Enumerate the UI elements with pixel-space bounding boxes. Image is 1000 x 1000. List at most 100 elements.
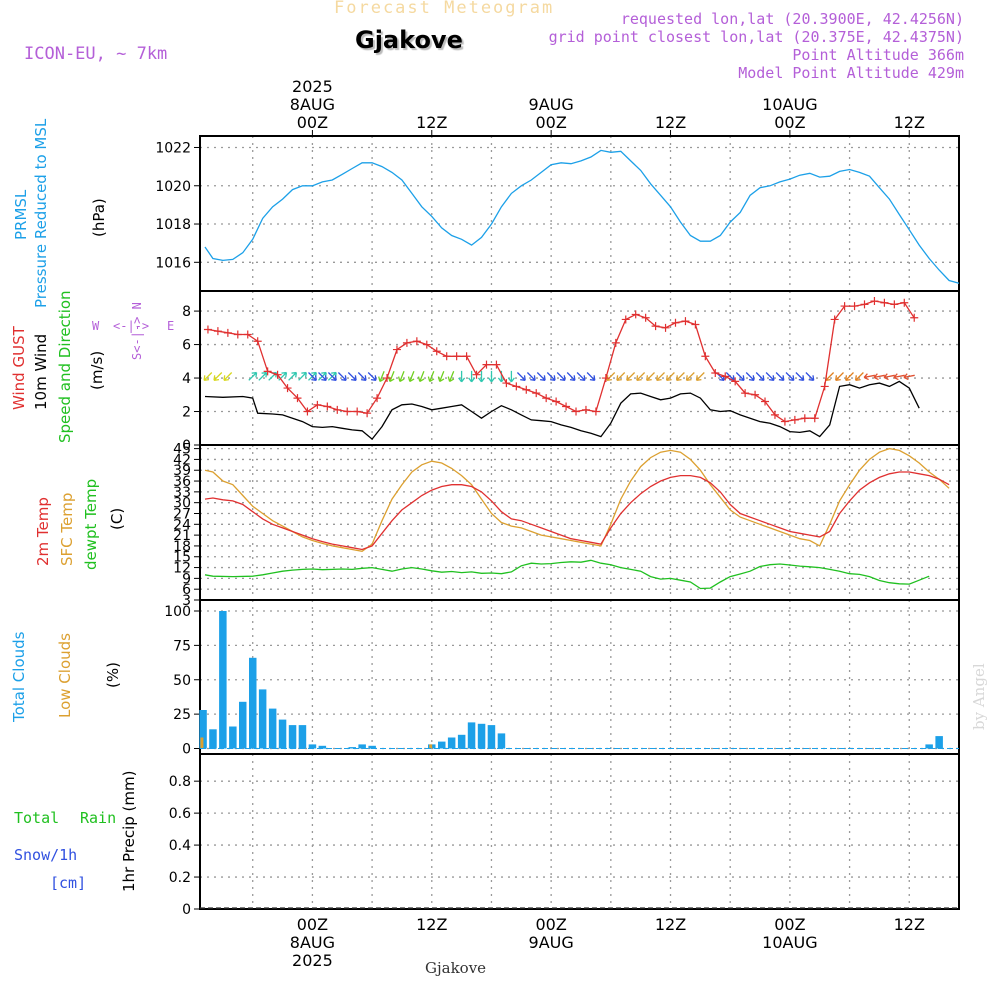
gust-point xyxy=(860,300,869,309)
model-altitude: Model Point Altitude 429m xyxy=(738,64,964,82)
wind-arrow xyxy=(646,372,655,381)
ytick-label: 30 xyxy=(173,496,191,512)
total-cloud-bar xyxy=(278,719,287,749)
gust-point xyxy=(810,414,819,423)
ytick-label: 0 xyxy=(182,742,191,758)
bottom-time-label: 12Z xyxy=(416,915,447,934)
total-cloud-bar xyxy=(249,657,257,749)
wind-arrow xyxy=(695,372,705,381)
wind-arrow xyxy=(458,370,466,383)
ytick-label: 0.6 xyxy=(169,806,191,822)
gust-point xyxy=(293,394,302,403)
bottom-time-label: 00Z xyxy=(535,915,566,934)
series-dewpt xyxy=(204,559,930,590)
wind-arrow xyxy=(367,372,377,381)
gust-point xyxy=(800,414,809,423)
gust-point xyxy=(651,322,660,331)
ytick-label: 27 xyxy=(173,506,191,522)
wind-arrow xyxy=(785,372,795,381)
wind-arrow xyxy=(556,372,566,381)
bottom-time-label: 00Z xyxy=(297,915,328,934)
total-cloud-bar xyxy=(497,733,506,749)
gust-point xyxy=(253,337,262,346)
top-time-label: 12Z xyxy=(894,113,925,132)
ytick-label: 9 xyxy=(182,571,191,587)
wind-arrow xyxy=(223,372,233,381)
ytick-label: 36 xyxy=(173,474,191,490)
wind-arrow xyxy=(626,372,636,381)
top-time-label: 00Z xyxy=(297,113,328,132)
top-time-label: 8AUG xyxy=(290,95,335,114)
gust-point xyxy=(452,352,461,361)
wind-arrow xyxy=(308,372,317,381)
gust-point xyxy=(910,313,919,322)
gust-point xyxy=(402,338,411,347)
wind-arrow xyxy=(487,370,496,383)
ytick-label: 0.2 xyxy=(169,870,191,886)
ytick-label: 6 xyxy=(182,338,191,354)
gust-point xyxy=(820,382,829,391)
bottom-time-label: 00Z xyxy=(774,915,805,934)
gust-point xyxy=(542,394,551,403)
gust-point xyxy=(303,407,312,416)
gust-point xyxy=(532,389,541,398)
gust-point xyxy=(442,352,451,361)
gust-point xyxy=(392,345,401,354)
ytick-label: 12 xyxy=(173,561,191,577)
gust-point xyxy=(830,315,839,324)
gust-point xyxy=(263,367,272,376)
panel-precip: 0 0.2 0.4 0.6 0.8 xyxy=(169,753,960,918)
wind-arrow xyxy=(347,372,357,381)
wind-arrow xyxy=(318,372,327,381)
total-cloud-bar xyxy=(368,745,376,749)
ytick-label: 45 xyxy=(173,442,191,458)
total-cloud-bar xyxy=(457,734,466,749)
top-time-label: 12Z xyxy=(416,113,447,132)
gust-point xyxy=(581,405,590,414)
wind-arrow xyxy=(337,372,347,381)
total-cloud-bar xyxy=(935,736,943,749)
compass-arrow-label: <-|-> xyxy=(113,319,150,333)
wind-arrow xyxy=(586,372,596,381)
gust-point xyxy=(243,330,252,339)
wind-arrow xyxy=(775,372,785,381)
gust-point xyxy=(711,369,720,378)
top-time-label: 12Z xyxy=(655,113,686,132)
series-2m-temp xyxy=(204,471,950,551)
gust-point xyxy=(343,407,352,416)
wind-arrow xyxy=(516,372,526,381)
wind-arrow xyxy=(576,372,586,381)
gust-point xyxy=(751,390,760,399)
grid-coords: grid point closest lon,lat (20.375E, 42.… xyxy=(548,28,964,46)
ytick-label: 25 xyxy=(173,707,191,723)
gust-point xyxy=(472,370,481,379)
meteogram-title: Forecast Meteogram xyxy=(334,0,555,18)
panel-frame xyxy=(199,444,960,601)
gust-point xyxy=(213,327,222,336)
gust-point xyxy=(880,298,889,307)
wind-arrow xyxy=(873,373,885,381)
wind-arrow xyxy=(665,372,675,381)
wind-arrow xyxy=(387,371,395,383)
gust-point xyxy=(363,409,372,418)
bottom-time-label: 2025 xyxy=(292,951,333,970)
total-cloud-bar xyxy=(467,722,476,749)
wind-arrow xyxy=(854,372,864,381)
panel-pressure: 1016 1018 1020 1022 xyxy=(155,135,960,292)
gust-point xyxy=(611,338,620,347)
gust-point xyxy=(840,302,849,311)
ytick-label: 1016 xyxy=(155,255,191,271)
wind-arrow xyxy=(536,372,546,381)
gust-point xyxy=(671,318,680,327)
low-cloud-bar xyxy=(429,744,433,749)
top-time-label: 00Z xyxy=(535,113,566,132)
model-label: ICON-EU, ~ 7km xyxy=(24,44,168,64)
ytick-label: 0 xyxy=(182,902,191,918)
wind-arrow xyxy=(805,372,815,381)
gust-point xyxy=(492,360,501,369)
total-cloud-bar xyxy=(219,611,227,749)
wind-arrow xyxy=(755,372,765,381)
series-prmsl xyxy=(204,149,960,284)
gust-point xyxy=(641,313,650,322)
